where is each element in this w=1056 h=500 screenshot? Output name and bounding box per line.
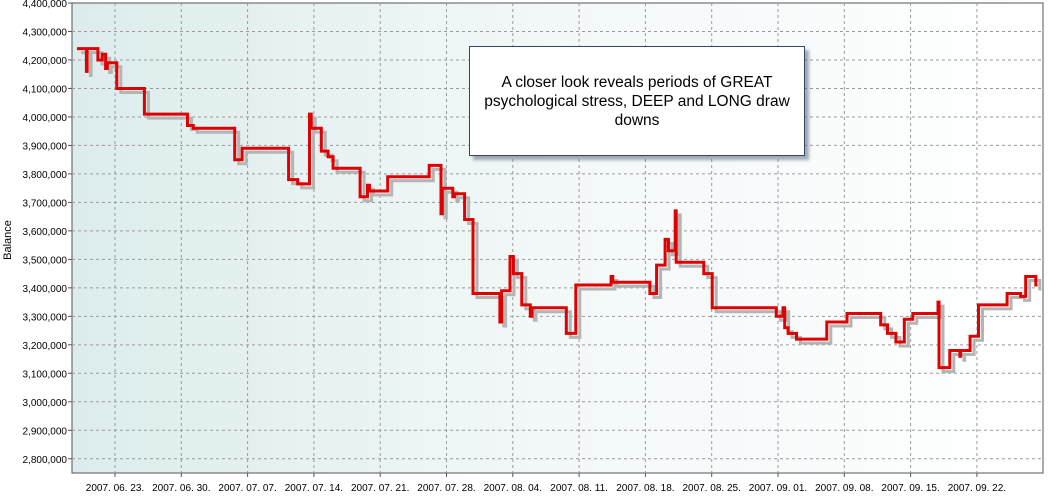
y-axis-ticks: 4,400,000 4,300,000 4,200,000 4,100,000 4,00… [23, 0, 72, 466]
x-tick-label: 2007. 08. 25. [683, 483, 741, 494]
x-tick-label: 2007. 07. 14. [285, 483, 343, 494]
y-tick-label: 4,400,000 [23, 0, 68, 10]
annotation-box: A closer look reveals periods of GREAT p… [469, 46, 805, 156]
x-axis-ticks: 2007. 06. 23. 2007. 06. 30. 2007. 07. 07. 2… [86, 473, 1006, 494]
x-tick-label: 2007. 08. 11. [550, 483, 608, 494]
y-tick-label: 3,100,000 [23, 369, 68, 380]
annotation-text: A closer look reveals periods of GREAT p… [484, 73, 790, 129]
x-tick-label: 2007. 09. 08. [815, 483, 873, 494]
y-tick-label: 3,600,000 [23, 227, 68, 238]
y-tick-label: 4,100,000 [23, 84, 68, 95]
y-tick-label: 3,000,000 [23, 398, 68, 409]
y-tick-label: 3,900,000 [23, 141, 68, 152]
y-tick-label: 4,200,000 [23, 56, 68, 67]
y-tick-label: 4,000,000 [23, 113, 68, 124]
y-tick-label: 3,200,000 [23, 341, 68, 352]
x-tick-label: 2007. 07. 28. [417, 483, 475, 494]
y-tick-label: 3,800,000 [23, 170, 68, 181]
x-tick-label: 2007. 06. 30. [152, 483, 210, 494]
x-tick-label: 2007. 07. 07. [218, 483, 276, 494]
x-tick-label: 2007. 09. 15. [881, 483, 939, 494]
y-axis-label: Balance [2, 220, 14, 260]
y-tick-label: 3,300,000 [23, 312, 68, 323]
x-tick-label: 2007. 09. 22. [948, 483, 1006, 494]
x-tick-label: 2007. 06. 23. [86, 483, 144, 494]
x-tick-label: 2007. 07. 21. [351, 483, 409, 494]
y-tick-label: 3,500,000 [23, 255, 68, 266]
x-tick-label: 2007. 08. 04. [484, 483, 542, 494]
y-tick-label: 2,900,000 [23, 426, 68, 437]
y-tick-label: 3,700,000 [23, 198, 68, 209]
y-tick-label: 2,800,000 [23, 455, 68, 466]
y-tick-label: 4,300,000 [23, 27, 68, 38]
x-tick-label: 2007. 09. 01. [749, 483, 807, 494]
x-tick-label: 2007. 08. 18. [616, 483, 674, 494]
balance-line [77, 47, 1038, 370]
y-tick-label: 3,400,000 [23, 284, 68, 295]
